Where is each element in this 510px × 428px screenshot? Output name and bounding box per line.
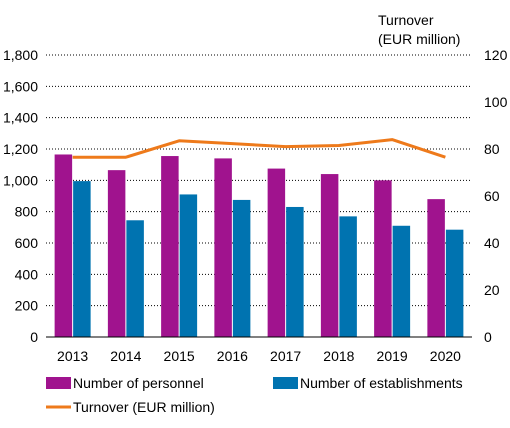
- right-axis-tick-label: 60: [484, 188, 500, 204]
- right-axis-tick-label: 80: [484, 141, 500, 157]
- bar-establishments: [445, 229, 464, 337]
- left-axis-tick-label: 200: [15, 298, 39, 314]
- bar-establishments: [126, 220, 144, 337]
- bar-personnel: [320, 174, 339, 337]
- right-axis-tick-label: 120: [484, 47, 508, 63]
- left-axis-tick-label: 1,200: [3, 141, 38, 157]
- x-axis-tick-label: 2018: [323, 348, 354, 364]
- right-axis-title-line1: Turnover: [378, 12, 434, 28]
- right-axis-tick-label: 40: [484, 235, 500, 251]
- bars: [54, 154, 464, 337]
- legend: Number of personnel Number of establishm…: [46, 375, 463, 415]
- left-axis-tick-label: 400: [15, 266, 39, 282]
- left-axis-tick-label: 1,000: [3, 172, 38, 188]
- bar-personnel: [427, 199, 445, 337]
- bar-establishments: [179, 194, 198, 337]
- x-axis-tick-label: 2014: [110, 348, 141, 364]
- bar-personnel: [374, 180, 392, 337]
- bar-personnel: [107, 170, 126, 337]
- legend-swatch-personnel: [46, 377, 71, 389]
- right-axis-tick-label: 100: [484, 94, 508, 110]
- x-axis-tick-label: 2015: [164, 348, 195, 364]
- left-axis-ticks: 0 200 400 600 800 1,000 1,200 1,400 1,600 1,800: [3, 47, 38, 345]
- left-axis-tick-label: 1,600: [3, 78, 38, 94]
- left-axis-tick-label: 0: [30, 329, 38, 345]
- right-axis-title-line2: (EUR million): [378, 31, 460, 47]
- x-axis-tick-label: 2020: [430, 348, 461, 364]
- bar-establishments: [286, 206, 304, 337]
- bar-personnel: [54, 154, 73, 337]
- legend-label-establishments: Number of establishments: [300, 375, 463, 391]
- bar-establishments: [392, 225, 411, 337]
- turnover-line: [72, 138, 446, 159]
- x-axis-tick-label: 2016: [217, 348, 248, 364]
- x-axis-tick-label: 2019: [377, 348, 408, 364]
- bar-establishments: [232, 199, 251, 337]
- right-axis-tick-label: 0: [484, 329, 492, 345]
- left-axis-tick-label: 800: [15, 204, 39, 220]
- bar-personnel: [267, 168, 286, 337]
- turnover-line-series: [72, 138, 446, 159]
- left-axis-tick-label: 1,800: [3, 47, 38, 63]
- x-axis-tick-label: 2013: [57, 348, 88, 364]
- right-axis-ticks: 0 20 40 60 80 100 120: [484, 47, 508, 345]
- bar-establishments: [339, 216, 357, 337]
- x-axis-tick-label: 2017: [270, 348, 301, 364]
- legend-label-turnover: Turnover (EUR million): [73, 399, 215, 415]
- bar-personnel: [214, 158, 232, 337]
- legend-swatch-establishments: [273, 377, 298, 389]
- left-axis-tick-label: 1,400: [3, 110, 38, 126]
- left-axis-tick-label: 600: [15, 235, 39, 251]
- bar-establishments: [73, 181, 91, 337]
- x-axis: 2013 2014 2015 2016 2017 2018 2019 2020: [46, 336, 472, 364]
- legend-label-personnel: Number of personnel: [73, 375, 204, 391]
- bar-personnel: [161, 156, 179, 337]
- right-axis-tick-label: 20: [484, 282, 500, 298]
